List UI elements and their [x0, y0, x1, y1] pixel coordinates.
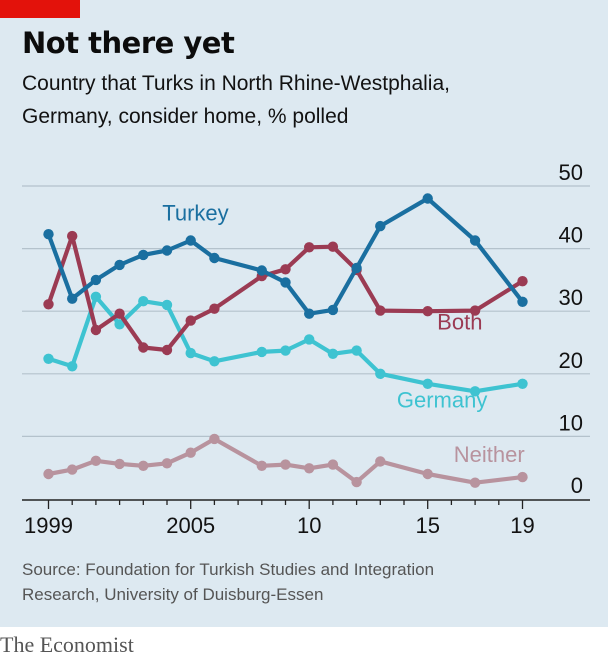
data-point-neither [161, 458, 173, 469]
data-point-turkey [185, 235, 196, 246]
series-label-germany: Germany [397, 388, 487, 413]
data-point-turkey [90, 274, 102, 286]
data-point-both [67, 230, 78, 242]
data-point-neither [517, 471, 528, 483]
data-point-both [209, 303, 220, 314]
data-point-both [304, 242, 315, 253]
chart-title: Not there yet [22, 26, 235, 60]
data-point-neither [422, 468, 433, 480]
data-point-both [90, 324, 102, 336]
data-point-germany [375, 368, 386, 379]
y-tick-label: 30 [559, 285, 583, 310]
data-point-turkey [161, 245, 173, 256]
data-point-neither [67, 464, 78, 475]
x-tick-label: 2005 [166, 513, 215, 538]
data-point-turkey [43, 229, 54, 240]
x-tick-label: 19 [510, 513, 534, 538]
publisher-logo-text: The Economist [0, 632, 134, 657]
x-tick-label: 10 [297, 513, 321, 538]
data-point-neither [185, 447, 196, 458]
data-point-germany [422, 378, 433, 389]
data-point-turkey [256, 265, 267, 276]
source-note-line-2: Research, University of Duisburg-Essen [22, 585, 324, 604]
data-point-germany [161, 299, 173, 311]
chart-subtitle-line-2: Germany, consider home, % polled [22, 105, 349, 128]
data-point-neither [327, 459, 339, 470]
data-point-both [327, 241, 339, 252]
data-point-germany [209, 356, 220, 367]
data-point-turkey [209, 252, 220, 264]
data-point-turkey [327, 304, 339, 316]
chart-subtitle-line-1: Country that Turks in North Rhine-Westph… [22, 72, 450, 95]
data-point-neither [304, 463, 315, 474]
data-point-turkey [351, 262, 362, 274]
series-label-neither: Neither [454, 442, 525, 467]
data-point-both [517, 276, 528, 287]
data-point-germany [304, 334, 315, 345]
data-point-neither [138, 460, 149, 471]
data-point-germany [351, 345, 362, 356]
data-point-neither [43, 468, 54, 480]
data-point-neither [209, 433, 220, 445]
data-point-germany [469, 386, 481, 397]
y-tick-label: 10 [559, 410, 583, 435]
data-point-both [114, 308, 125, 319]
data-point-both [185, 315, 196, 326]
data-point-both [138, 342, 149, 353]
series-label-turkey: Turkey [162, 200, 228, 225]
data-point-both [280, 264, 291, 275]
series-line-turkey [46, 196, 525, 316]
data-point-neither [351, 476, 362, 488]
source-note-line-1: Source: Foundation for Turkish Studies a… [22, 560, 435, 579]
data-point-turkey [304, 308, 315, 319]
data-point-germany [280, 345, 291, 356]
data-point-both [375, 305, 386, 316]
data-point-turkey [517, 296, 528, 307]
data-point-turkey [469, 235, 481, 246]
brand-accent-tag [0, 0, 80, 18]
data-point-turkey [280, 277, 291, 288]
data-point-both [469, 305, 481, 316]
data-point-turkey [114, 259, 125, 271]
data-point-germany [67, 361, 78, 372]
x-tick-label: 1999 [24, 513, 73, 538]
data-point-germany [256, 346, 267, 358]
data-point-neither [469, 477, 481, 488]
data-point-turkey [375, 220, 386, 232]
data-point-germany [90, 291, 102, 302]
data-point-germany [185, 347, 196, 359]
data-point-neither [375, 456, 386, 467]
chart-panel [0, 0, 608, 627]
data-point-germany [138, 296, 149, 307]
y-tick-label: 50 [559, 160, 583, 185]
data-point-germany [114, 319, 125, 330]
data-point-turkey [138, 249, 149, 261]
data-point-germany [43, 353, 54, 364]
line-chart: 0 10 20 30 40 50 1999 2005 10 15 19 Turkey Both Germa… [22, 160, 590, 538]
y-tick-label: 20 [559, 348, 583, 373]
series-label-both: Both [437, 309, 482, 334]
data-point-both [422, 306, 433, 317]
data-point-neither [256, 460, 267, 471]
data-point-neither [114, 458, 125, 470]
data-point-neither [90, 455, 102, 466]
data-point-neither [280, 459, 291, 470]
data-point-turkey [67, 293, 78, 304]
x-tick-label: 15 [415, 513, 439, 538]
data-point-germany [327, 348, 339, 359]
data-point-both [161, 344, 173, 356]
data-point-germany [517, 378, 528, 389]
y-tick-label: 40 [559, 223, 583, 248]
data-point-both [43, 299, 54, 310]
data-point-turkey [422, 193, 433, 204]
y-tick-label: 0 [571, 473, 583, 498]
